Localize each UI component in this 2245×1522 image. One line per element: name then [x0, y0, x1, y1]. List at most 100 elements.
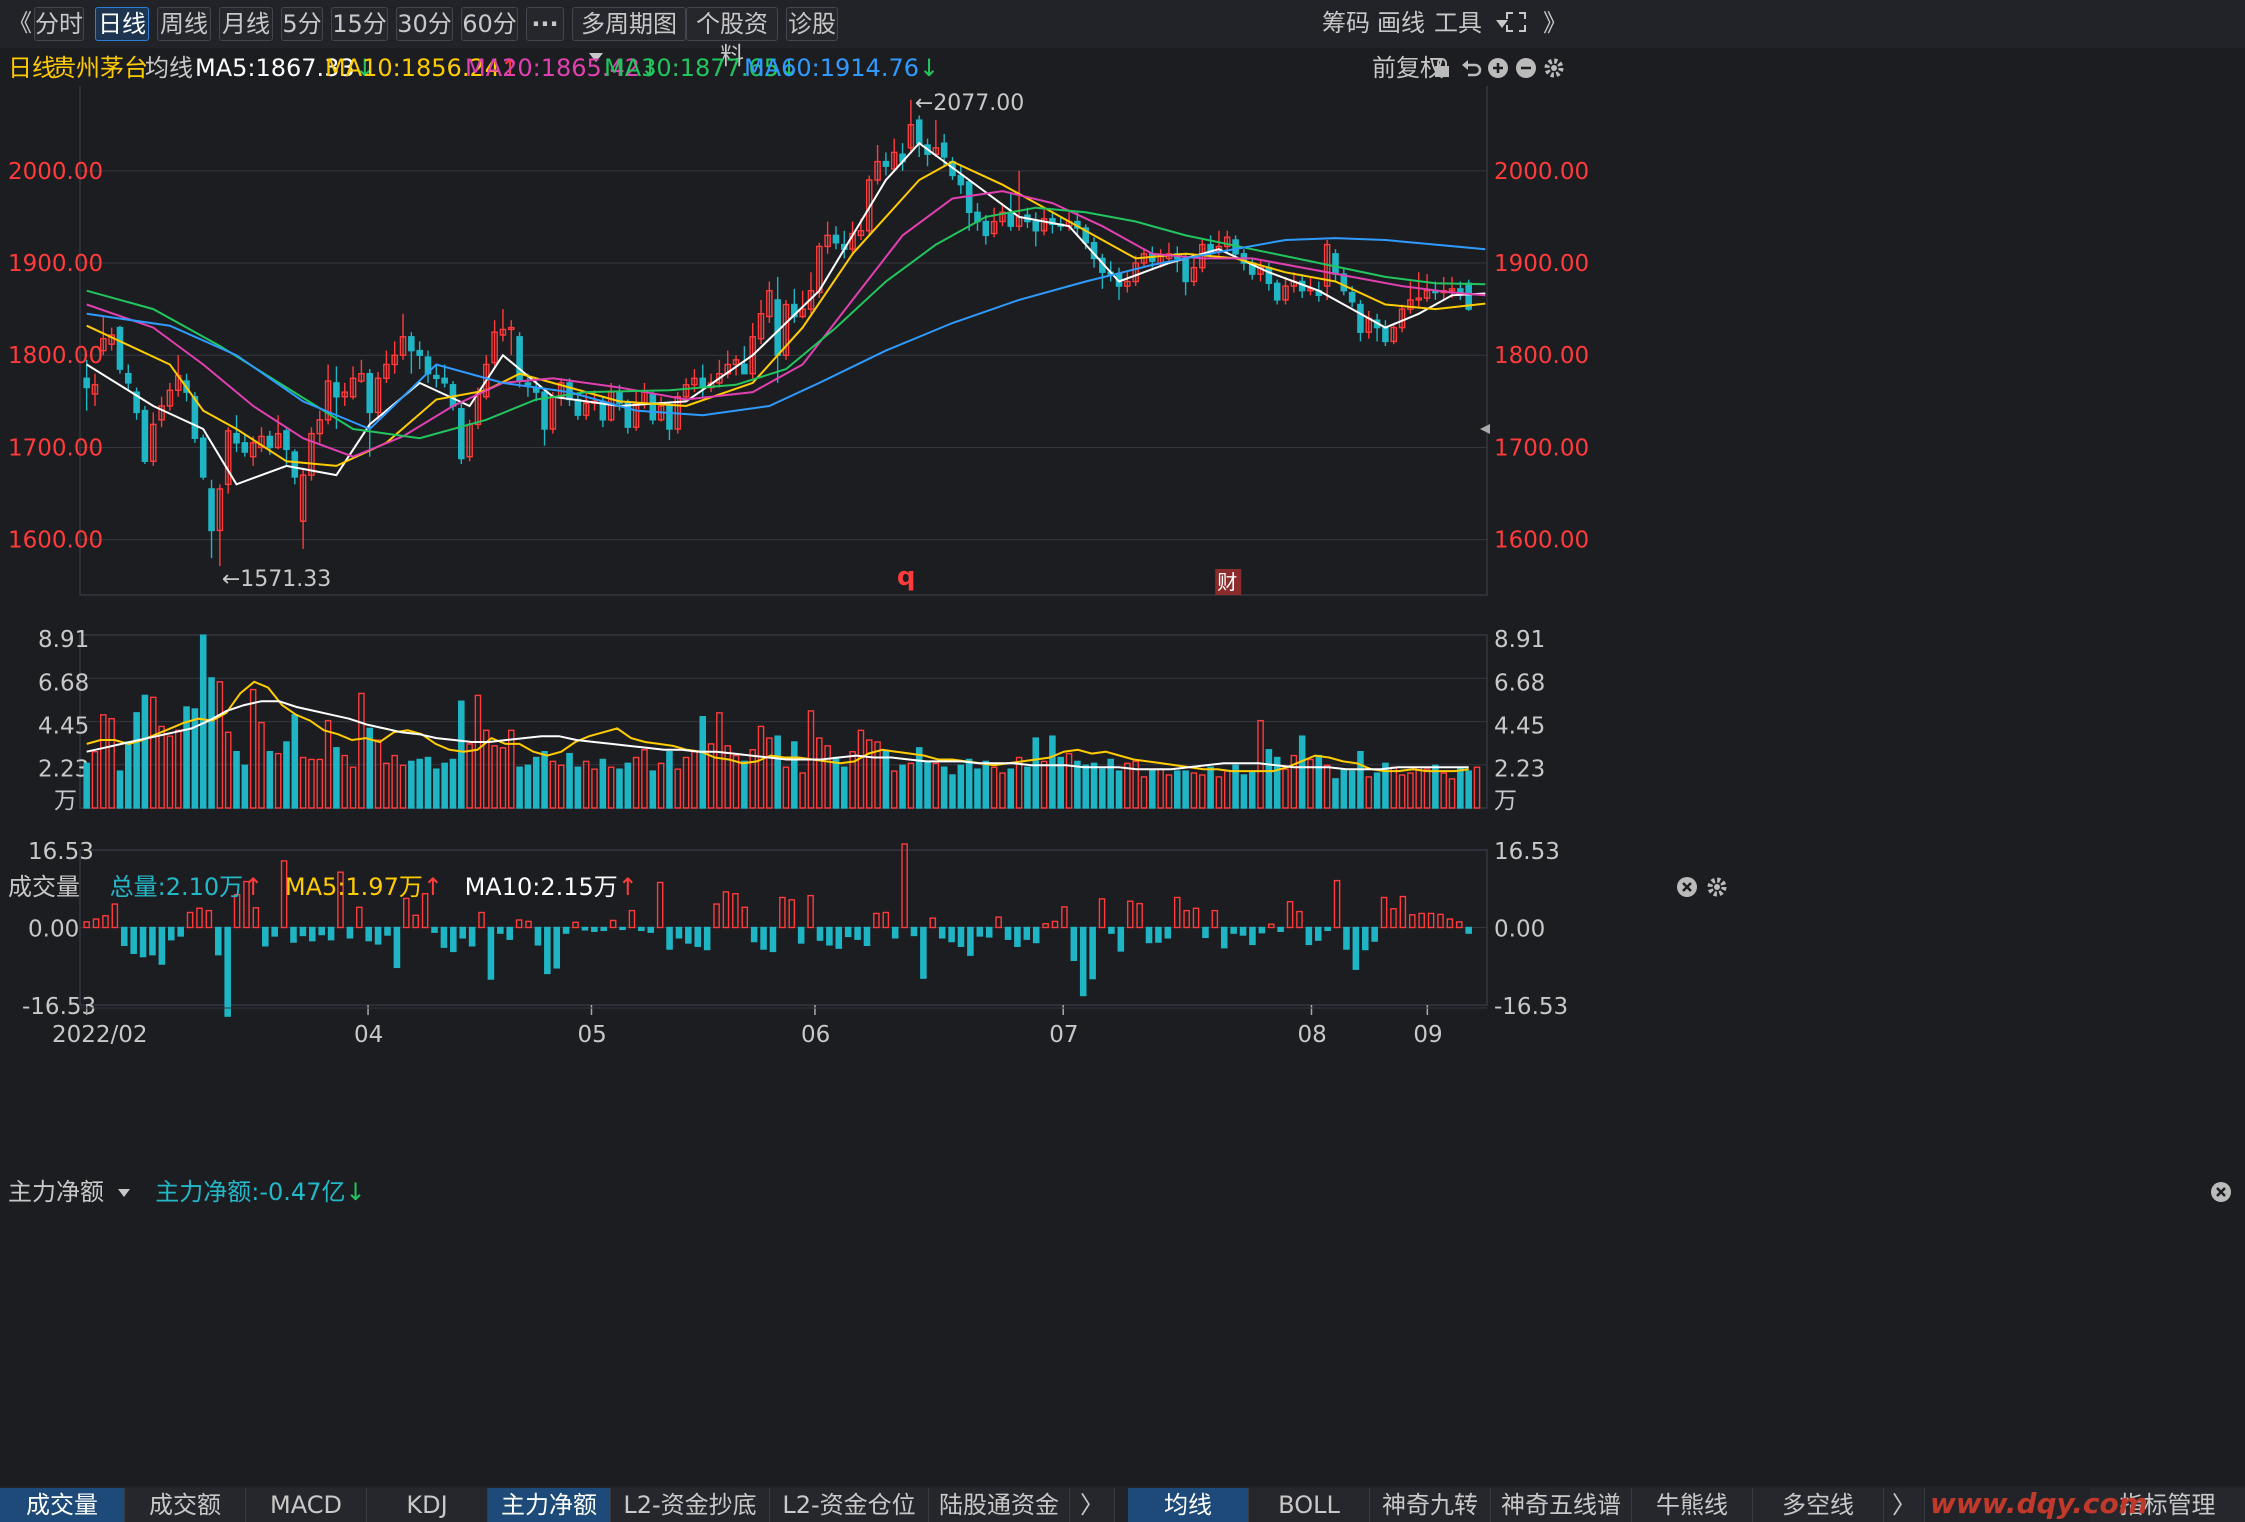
flow-bar-negative	[487, 926, 495, 980]
adjust-dropdown[interactable]: 前复权	[1372, 54, 1444, 82]
period-button-15min[interactable]: 15分	[331, 7, 388, 41]
flow-tick-label-left: -16.53	[22, 994, 96, 1020]
candle-up	[391, 354, 398, 366]
volume-bar-down	[840, 766, 848, 809]
candle-down	[882, 160, 890, 167]
volume-bar-up	[91, 750, 99, 809]
flow-bar-positive	[515, 919, 523, 929]
flow-bar-negative	[957, 926, 965, 947]
tab-turnover[interactable]: 成交额	[125, 1488, 246, 1522]
candle-up	[274, 432, 282, 449]
flow-bar-positive	[722, 891, 730, 929]
indicator-manage-button[interactable]: 指标管理	[2090, 1488, 2245, 1522]
tab-boll[interactable]: BOLL	[1249, 1488, 1370, 1522]
lock-icon[interactable]	[1432, 57, 1452, 79]
flow-bar-negative	[863, 926, 871, 947]
period-button-daily[interactable]: 日线	[95, 7, 149, 41]
period-button-intraday[interactable]: 分时	[34, 7, 84, 41]
flow-bar-negative	[309, 926, 316, 942]
candle-up	[766, 289, 773, 318]
flow-bar-positive	[1286, 901, 1294, 929]
expand-button[interactable]: 》	[1543, 9, 1567, 37]
zoom-out-icon[interactable]	[1515, 57, 1537, 79]
volume-unit-left: 万	[54, 788, 77, 814]
flow-bar-negative	[967, 926, 974, 956]
more-periods-button[interactable]: ···	[526, 7, 564, 41]
stock-profile-button[interactable]: 个股资料	[686, 7, 778, 70]
settings-gear-icon[interactable]	[1543, 57, 1565, 79]
flow-bar-negative	[675, 926, 683, 939]
collapse-button[interactable]: 《	[8, 9, 32, 37]
tab-main-flow[interactable]: 主力净额	[488, 1488, 611, 1522]
flow-bar-positive	[1380, 896, 1388, 929]
fullscreen-icon[interactable]	[1504, 10, 1528, 34]
tab-macd[interactable]: MACD	[246, 1488, 367, 1522]
flow-tick-label-right: 0.00	[1494, 917, 1545, 943]
tab-kdj[interactable]: KDJ	[367, 1488, 488, 1522]
close-icon[interactable]	[2210, 1181, 2232, 1203]
candle-up	[299, 474, 307, 522]
volume-bar-down	[516, 766, 523, 809]
volume-bar-up	[865, 739, 873, 809]
diagnose-button[interactable]: 诊股	[786, 7, 838, 41]
flow-bar-negative	[1032, 926, 1040, 944]
flow-bar-negative	[976, 926, 984, 937]
tab-long-short[interactable]: 多空线	[1753, 1488, 1884, 1522]
flow-bar-negative	[177, 926, 184, 937]
volume-total: 总量:2.10万↑	[110, 873, 264, 901]
flow-bar-positive	[1211, 909, 1219, 929]
chips-button[interactable]: 筹码	[1322, 9, 1370, 37]
tab-magic-nine[interactable]: 神奇九转	[1370, 1488, 1491, 1522]
finance-marker-bg	[1215, 569, 1242, 595]
tab-magic-five[interactable]: 神奇五线谱	[1491, 1488, 1632, 1522]
tools-dropdown[interactable]: 工具	[1434, 7, 1508, 39]
candle-up	[224, 430, 232, 486]
flow-bar-positive	[1098, 898, 1106, 929]
tab-volume[interactable]: 成交量	[0, 1488, 125, 1522]
zoom-in-icon[interactable]	[1487, 57, 1509, 79]
period-button-30min[interactable]: 30分	[396, 7, 453, 41]
period-button-weekly[interactable]: 周线	[157, 7, 211, 41]
tab-l2-position[interactable]: L2-资金仓位	[770, 1488, 929, 1522]
flow-title[interactable]: 主力净额	[8, 1178, 104, 1206]
stock-name[interactable]: 贵州茅台	[52, 54, 148, 82]
tabs-scroll-right-2[interactable]: 〉	[1884, 1488, 1925, 1522]
flow-bar-negative	[1314, 926, 1322, 941]
period-button-5min[interactable]: 5分	[281, 7, 323, 41]
ma-title[interactable]: 均线	[145, 54, 193, 82]
multi-period-dropdown[interactable]: 多周期图	[572, 7, 686, 62]
flow-bar-positive	[1173, 896, 1181, 929]
flow-bar-negative	[1108, 926, 1115, 934]
volume-bar-up	[907, 762, 915, 809]
volume-bar-up	[607, 766, 615, 809]
candle-up	[349, 377, 357, 398]
candle-up	[1448, 288, 1456, 292]
volume-tick-label-left: 4.45	[38, 714, 89, 740]
draw-button[interactable]: 画线	[1377, 9, 1425, 37]
volume-title[interactable]: 成交量	[8, 873, 80, 901]
flow-bar-negative	[797, 926, 805, 944]
close-icon[interactable]	[1676, 876, 1698, 898]
tabs-scroll-right[interactable]: 〉	[1070, 1488, 1115, 1522]
candle-up	[507, 326, 515, 331]
period-button-60min[interactable]: 60分	[461, 7, 518, 41]
chevron-down-icon[interactable]	[117, 1189, 130, 1197]
tab-bull-bear[interactable]: 牛熊线	[1632, 1488, 1753, 1522]
volume-bar-down	[1007, 768, 1015, 809]
ma30-label: MA30:1877.65↓	[604, 50, 799, 86]
undo-icon[interactable]	[1460, 57, 1482, 79]
flow-bar-negative	[1202, 926, 1209, 939]
candle-up	[682, 384, 690, 398]
volume-bar-up	[1390, 766, 1398, 809]
volume-bar-down	[83, 762, 90, 809]
arrow-up-icon: ↑	[243, 873, 264, 901]
candle-down	[649, 393, 657, 421]
settings-gear-icon[interactable]	[1706, 876, 1728, 898]
period-button-monthly[interactable]: 月线	[219, 7, 273, 41]
flow-bar-positive	[280, 860, 288, 929]
tab-northbound[interactable]: 陆股通资金	[929, 1488, 1070, 1522]
tab-l2-bottom[interactable]: L2-资金抄底	[611, 1488, 770, 1522]
volume-bar-down	[699, 716, 707, 809]
tab-ma[interactable]: 均线	[1128, 1488, 1249, 1522]
